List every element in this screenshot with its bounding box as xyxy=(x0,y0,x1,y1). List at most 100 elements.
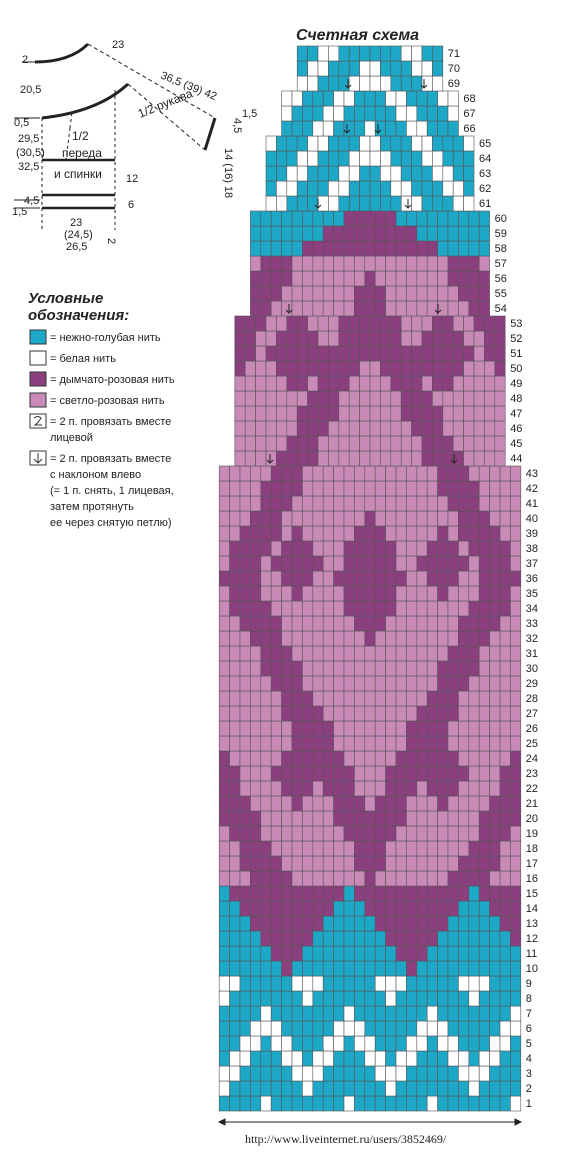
cell xyxy=(489,1005,501,1022)
cell xyxy=(343,990,355,1007)
cell xyxy=(426,585,438,602)
cell xyxy=(458,690,470,707)
cell xyxy=(291,270,303,287)
cell xyxy=(270,960,282,977)
cell xyxy=(447,660,459,677)
row-number: 55 xyxy=(495,288,507,300)
cell xyxy=(426,675,438,692)
cell xyxy=(364,600,376,617)
cell xyxy=(328,420,340,437)
cell xyxy=(281,915,293,932)
cell xyxy=(364,285,376,302)
cell xyxy=(250,1080,262,1097)
cell xyxy=(244,450,256,467)
cell xyxy=(260,540,272,557)
cell xyxy=(499,945,511,962)
row-number: 60 xyxy=(495,213,507,225)
cell xyxy=(385,585,397,602)
cell xyxy=(286,390,298,407)
cell xyxy=(395,465,407,482)
cell xyxy=(400,375,412,392)
cell xyxy=(406,750,418,767)
cell xyxy=(322,1095,334,1112)
cell xyxy=(239,615,251,632)
cell xyxy=(250,1095,262,1112)
cell xyxy=(239,1050,251,1067)
cell xyxy=(270,615,282,632)
cell xyxy=(281,645,293,662)
cell xyxy=(447,510,459,527)
row-number: 22 xyxy=(526,783,538,795)
cell xyxy=(416,1050,428,1067)
cell xyxy=(296,390,308,407)
cell xyxy=(489,1080,501,1097)
cell xyxy=(364,225,376,242)
cell xyxy=(463,405,475,422)
cell xyxy=(281,570,293,587)
cell xyxy=(364,765,376,782)
cell xyxy=(510,1050,522,1067)
cell xyxy=(437,735,449,752)
cell xyxy=(416,870,428,887)
cell xyxy=(364,870,376,887)
cell xyxy=(416,975,428,992)
cell xyxy=(302,855,314,872)
cell xyxy=(260,645,272,662)
cell xyxy=(276,360,288,377)
cell xyxy=(338,405,350,422)
cell xyxy=(510,645,522,662)
cell xyxy=(416,990,428,1007)
cell xyxy=(364,1020,376,1037)
cell xyxy=(229,1095,241,1112)
cell xyxy=(416,855,428,872)
cell xyxy=(265,390,277,407)
cell xyxy=(374,690,386,707)
cell xyxy=(317,315,329,332)
cell xyxy=(312,825,324,842)
cell xyxy=(395,765,407,782)
cell xyxy=(421,450,433,467)
cell xyxy=(406,795,418,812)
cell xyxy=(406,840,418,857)
cell xyxy=(426,600,438,617)
cell xyxy=(229,810,241,827)
cell xyxy=(452,420,464,437)
cell xyxy=(468,870,480,887)
cell xyxy=(317,165,329,182)
cell xyxy=(270,705,282,722)
cell xyxy=(447,795,459,812)
cell xyxy=(463,390,475,407)
cell xyxy=(218,1020,230,1037)
cell xyxy=(291,945,303,962)
cell xyxy=(447,1020,459,1037)
cell xyxy=(312,465,324,482)
cell xyxy=(385,600,397,617)
cell xyxy=(416,810,428,827)
symbol xyxy=(404,199,412,209)
cell xyxy=(322,300,334,317)
cell xyxy=(312,90,324,107)
cell xyxy=(489,930,501,947)
cell xyxy=(484,390,496,407)
cell xyxy=(302,600,314,617)
cell xyxy=(489,690,501,707)
cell xyxy=(312,795,324,812)
cell xyxy=(395,750,407,767)
cell xyxy=(281,990,293,1007)
cell xyxy=(385,1005,397,1022)
dim: 23 xyxy=(112,39,124,51)
cell xyxy=(250,570,262,587)
cell xyxy=(437,210,449,227)
cell xyxy=(322,1005,334,1022)
cell xyxy=(239,975,251,992)
cell xyxy=(416,510,428,527)
cell xyxy=(489,990,501,1007)
cell xyxy=(229,570,241,587)
cell xyxy=(374,1095,386,1112)
cell xyxy=(406,570,418,587)
cell xyxy=(426,915,438,932)
cell xyxy=(458,960,470,977)
cell xyxy=(291,990,303,1007)
cell xyxy=(499,990,511,1007)
cell xyxy=(406,990,418,1007)
